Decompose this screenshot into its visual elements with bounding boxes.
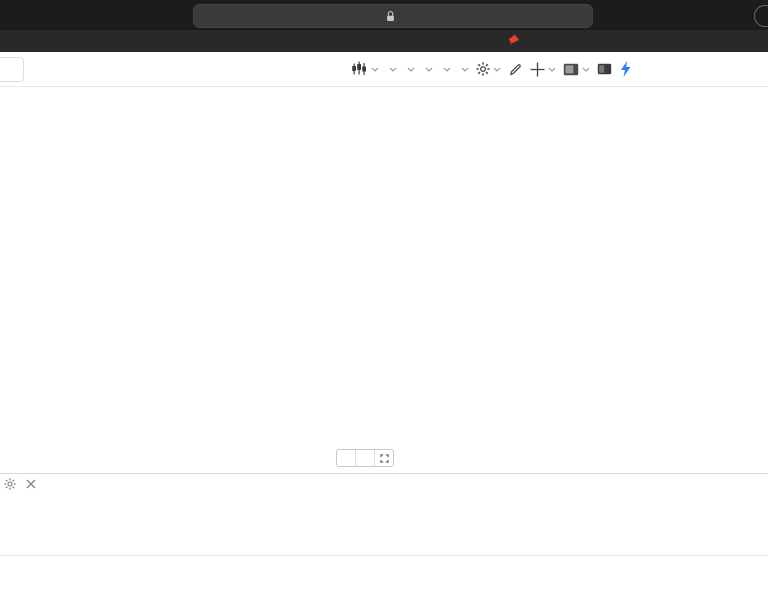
- interval-menu[interactable]: [386, 67, 397, 72]
- browser-top-bar: [0, 0, 768, 30]
- snapshot-menu[interactable]: [563, 63, 590, 76]
- volume-close-button[interactable]: [26, 479, 36, 489]
- chevron-down-icon: [493, 67, 501, 72]
- kite-logo: [508, 34, 520, 46]
- snapshot-icon: [563, 63, 579, 75]
- chart-settings-menu[interactable]: [476, 62, 501, 76]
- draw-tool-button[interactable]: [508, 62, 523, 77]
- close-x-icon: [26, 479, 36, 489]
- chart-zoom-controls: [336, 449, 394, 467]
- chevron-down-icon: [461, 67, 469, 72]
- flash-trade-button[interactable]: [619, 61, 632, 77]
- browser-right-partial-icon[interactable]: [754, 5, 768, 27]
- chevron-down-icon: [389, 67, 397, 72]
- studies-menu[interactable]: [422, 67, 433, 72]
- chevron-down-icon: [371, 67, 379, 72]
- chevron-down-icon: [548, 67, 556, 72]
- zoom-out-button[interactable]: [337, 450, 356, 466]
- active-tab[interactable]: [508, 34, 526, 46]
- cutoff-tool-button[interactable]: [0, 57, 24, 82]
- address-bar[interactable]: [193, 4, 593, 28]
- chevron-down-icon: [582, 67, 590, 72]
- flash-icon: [621, 61, 631, 77]
- volume-pane: [0, 473, 768, 556]
- bottom-bar: [0, 555, 768, 601]
- crosshair-icon: [530, 61, 545, 77]
- theme-box-icon: [597, 63, 612, 75]
- volume-settings-button[interactable]: [4, 478, 16, 490]
- candlestick-chart-icon: [352, 61, 366, 75]
- views-menu[interactable]: [404, 67, 415, 72]
- chart-type-menu[interactable]: [352, 61, 379, 77]
- bookmarks-bar: [0, 30, 768, 52]
- lock-icon: [385, 10, 396, 23]
- chevron-down-icon: [443, 67, 451, 72]
- events-menu[interactable]: [458, 67, 469, 72]
- draw-pencil-icon: [509, 63, 521, 75]
- price-chart-canvas[interactable]: [0, 86, 768, 473]
- zoom-in-button[interactable]: [356, 450, 375, 466]
- settings-gear-icon: [4, 478, 16, 490]
- chevron-down-icon: [425, 67, 433, 72]
- price-chart-area: [0, 86, 768, 473]
- chart-toolbar: [0, 52, 768, 87]
- chevron-down-icon: [407, 67, 415, 72]
- settings-gear-icon: [476, 62, 490, 76]
- expand-icon: [379, 453, 389, 463]
- layout-menu[interactable]: [440, 67, 451, 72]
- crosshair-tool[interactable]: [530, 61, 556, 77]
- theme-toggle[interactable]: [597, 63, 612, 75]
- fullscreen-button[interactable]: [375, 450, 393, 466]
- volume-canvas[interactable]: [0, 474, 768, 556]
